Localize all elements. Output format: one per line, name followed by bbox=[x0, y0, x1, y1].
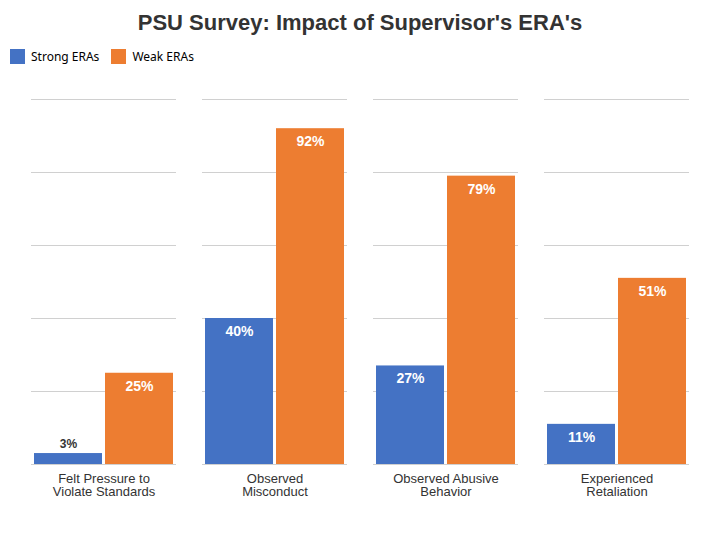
svg-text:ObservedMisconduct: ObservedMisconduct bbox=[242, 471, 308, 499]
html-text:Strong ERAs: Strong ERAs bbox=[31, 48, 100, 65]
svg-text:3%: 3% bbox=[60, 437, 78, 451]
html-text:PSU Survey: Impact of Supervis: PSU Survey: Impact of Supervisor's ERA's bbox=[137, 10, 583, 35]
svg-text:25%: 25% bbox=[125, 378, 154, 394]
svg-text:ExperiencedRetaliation: ExperiencedRetaliation bbox=[581, 471, 653, 499]
html-text:Weak ERAs: Weak ERAs bbox=[132, 48, 194, 65]
svg-text:40%: 40% bbox=[225, 323, 254, 339]
svg-text:79%: 79% bbox=[467, 181, 496, 197]
svg-text:51%: 51% bbox=[638, 283, 667, 299]
svg-text:27%: 27% bbox=[396, 370, 425, 386]
svg-text:Observed AbusiveBehavior: Observed AbusiveBehavior bbox=[393, 471, 499, 499]
svg-text:92%: 92% bbox=[296, 133, 325, 149]
svg-text:11%: 11% bbox=[568, 429, 596, 445]
svg-text:Felt Pressure toViolate Standa: Felt Pressure toViolate Standards bbox=[53, 471, 156, 499]
